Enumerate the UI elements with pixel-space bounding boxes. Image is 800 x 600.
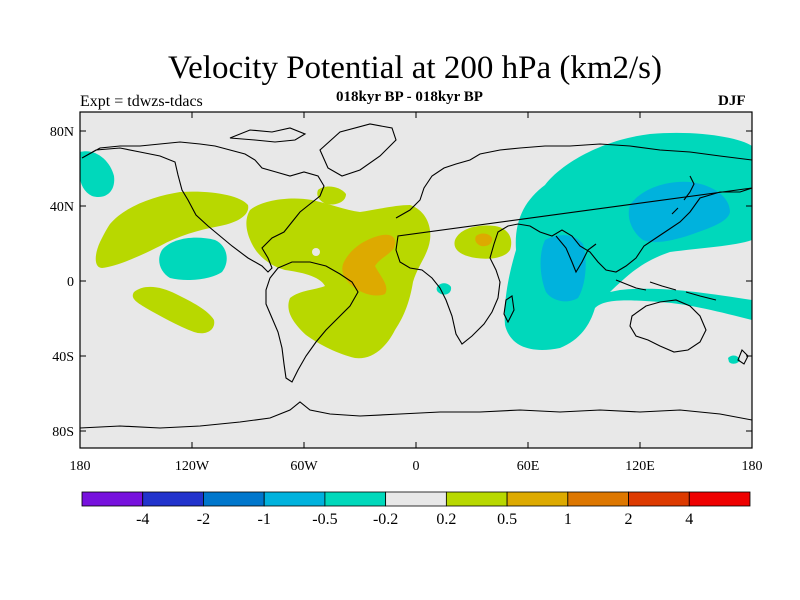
negative-anomaly-north-pacific — [80, 151, 115, 198]
colorbar-swatch — [688, 491, 751, 507]
colorbar-label: 1 — [564, 511, 572, 528]
lon-tick-label: 60E — [517, 459, 540, 474]
experiment-label: Expt = tdwzs-tdacs — [80, 93, 203, 110]
coastline-greenland — [319, 123, 397, 177]
positive-anomaly-north-atlantic-small — [317, 186, 346, 205]
coastline-arctic-islands — [229, 127, 307, 143]
negative-anomaly-small-africa — [436, 283, 452, 295]
lat-tick-label: 40N — [50, 200, 74, 215]
colorbar-swatch — [142, 491, 204, 507]
colorbar-label: -1 — [258, 511, 271, 528]
colorbar-swatch — [628, 491, 690, 507]
colorbar-swatch — [445, 491, 508, 507]
lon-tick-label: 60W — [290, 459, 318, 474]
colorbar-label: -4 — [136, 511, 149, 528]
colorbar-swatch — [506, 491, 569, 507]
coastline-madagascar — [503, 295, 515, 324]
colorbar-label: 0.5 — [497, 511, 517, 528]
negative-anomaly-east-pacific — [159, 237, 227, 280]
lon-tick-label: 180 — [70, 459, 91, 474]
plot-title: Velocity Potential at 200 hPa (km2/s) — [167, 50, 663, 86]
coastline-japan — [671, 175, 695, 215]
colorbar-label: 4 — [685, 511, 693, 528]
negative-anomaly-sw-pacific-small — [728, 355, 740, 364]
coastline-south-america — [265, 261, 359, 383]
colorbar-swatch — [203, 491, 265, 507]
colorbar-swatch — [263, 491, 326, 507]
positive-core-atlantic — [342, 234, 396, 296]
coastline-north-america — [81, 141, 325, 273]
lat-tick-label: 40S — [52, 350, 74, 365]
positive-anomaly-south-pacific — [132, 286, 215, 334]
coastline-new-zealand — [737, 349, 749, 365]
colorbar-swatch — [567, 491, 629, 507]
lon-tick-label: 180 — [742, 459, 763, 474]
negative-core-indianocean — [540, 235, 586, 302]
lat-tick-label: 80N — [50, 125, 74, 140]
latitude-axis: 80N 40N 0 40S 80S — [50, 125, 752, 440]
coastline-indonesia — [615, 279, 717, 301]
coastline-eurasia-africa — [395, 143, 752, 345]
colorbar-swatch — [385, 491, 447, 507]
season-label: DJF — [718, 93, 746, 109]
longitude-axis: 180 120W 60W 0 60E 120E 180 — [70, 112, 763, 474]
colorbar-label: 2 — [625, 511, 633, 528]
colorbar-label: -2 — [197, 511, 210, 528]
lon-tick-label: 120W — [175, 459, 210, 474]
colorbar-swatch — [81, 491, 144, 507]
coastline-australia — [629, 299, 707, 353]
lat-tick-label: 0 — [67, 275, 74, 290]
plot-subtitle: 018kyr BP - 018kyr BP — [336, 89, 483, 105]
lon-tick-label: 0 — [413, 459, 420, 474]
coastlines — [80, 123, 752, 429]
colorbar-label: 0.2 — [436, 511, 456, 528]
coastline-antarctica — [80, 401, 752, 429]
colorbar-label: -0.2 — [373, 511, 398, 528]
neutral-patch-caribbean — [312, 248, 320, 256]
lon-tick-label: 120E — [625, 459, 655, 474]
coastline-india — [555, 235, 597, 274]
colorbar-swatch — [324, 491, 387, 507]
colorbar: -4 -2 -1 -0.5 -0.2 0.2 0.5 1 2 4 — [81, 491, 751, 528]
lat-tick-label: 80S — [52, 425, 74, 440]
positive-core-arabia — [475, 233, 493, 247]
positive-anomaly-north-pacific — [95, 191, 249, 268]
colorbar-label: -0.5 — [312, 511, 337, 528]
